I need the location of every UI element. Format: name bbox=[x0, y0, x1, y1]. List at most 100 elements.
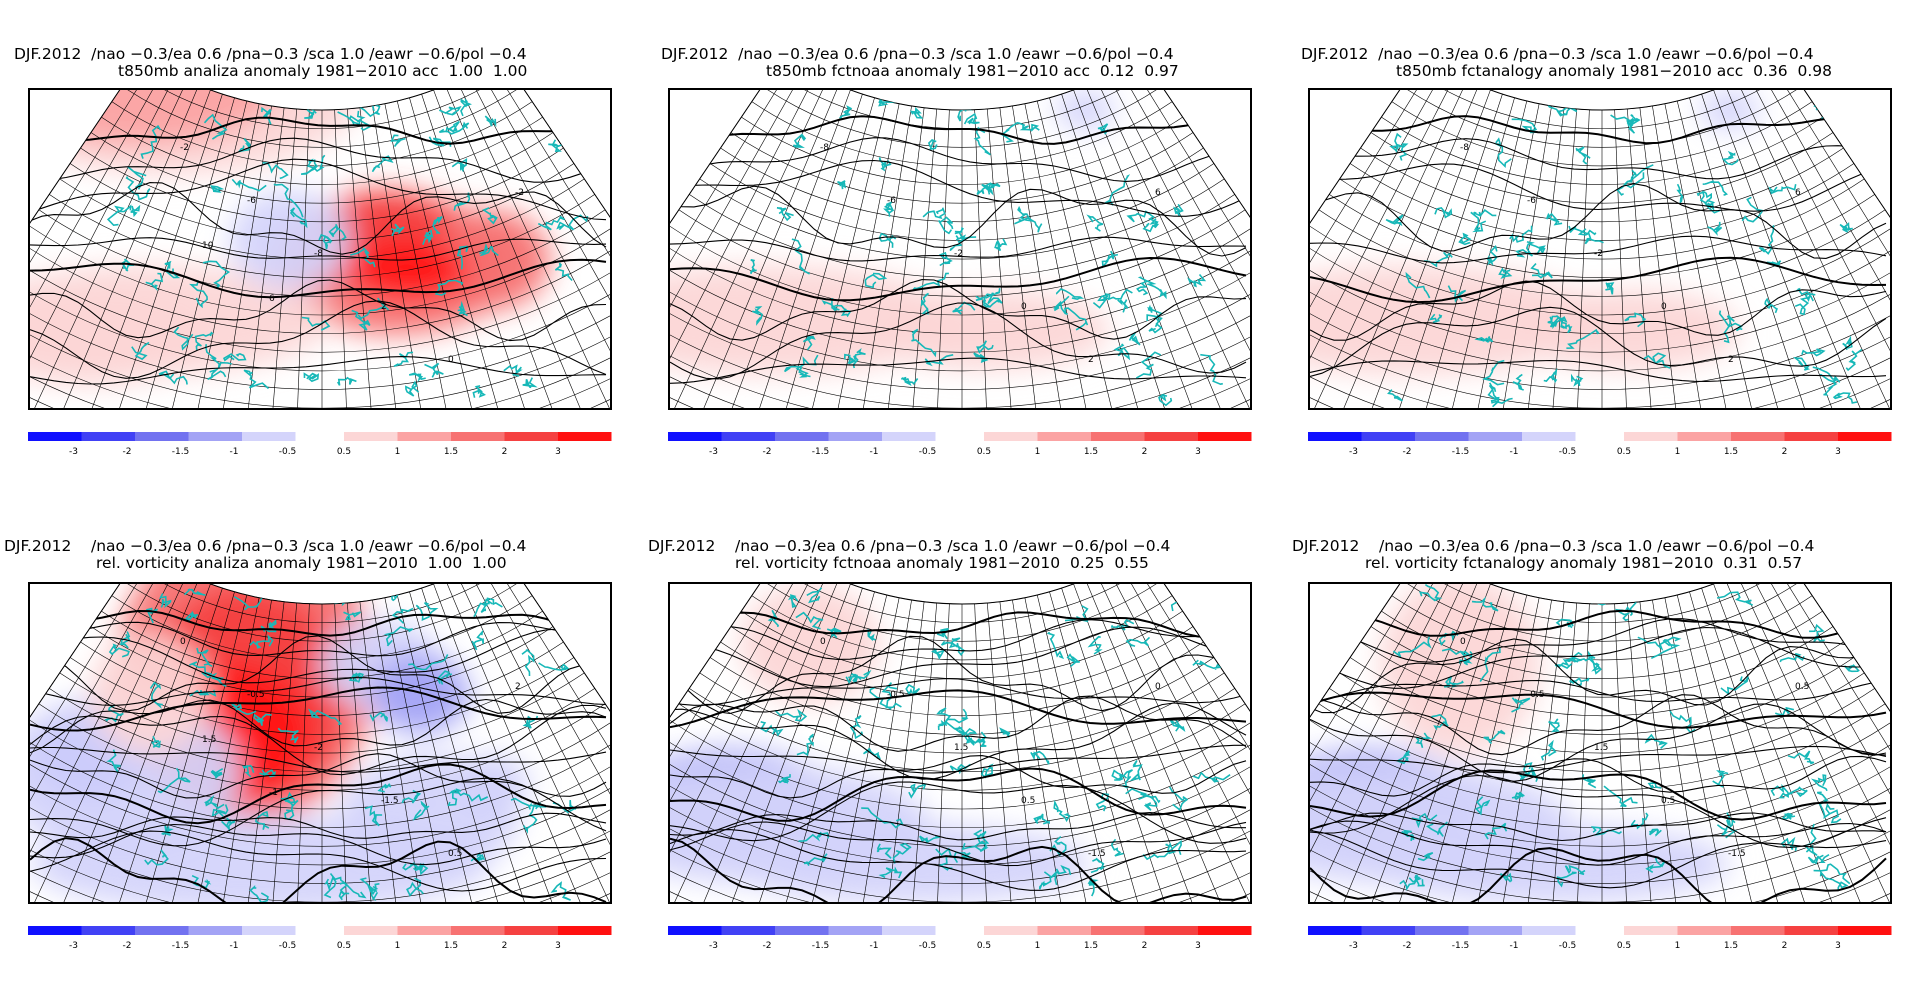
colorbar-swatch-pos bbox=[1838, 926, 1892, 935]
colorbar-swatch-pos bbox=[1198, 926, 1252, 935]
colorbar-label: 3 bbox=[1195, 447, 1201, 457]
contour-label: 2 bbox=[515, 682, 521, 692]
colorbar-label: 1 bbox=[1675, 941, 1681, 951]
panel-title-line1: DJF.2012 /nao −0.3/ea 0.6 /pna−0.3 /sca … bbox=[648, 537, 1171, 555]
colorbar-swatch-neg bbox=[828, 432, 882, 441]
colorbar-svg: -3 -2 -1.5 -1 -0.5 0.5 1 1.5 2 3 bbox=[28, 926, 612, 951]
contour-label: -8 bbox=[1460, 143, 1469, 153]
colorbar-swatch-pos bbox=[1677, 432, 1731, 441]
contour-label: 0.5 bbox=[1661, 796, 1675, 806]
panel-title-line2: rel. vorticity analiza anomaly 1981−2010… bbox=[96, 554, 507, 572]
anomaly-shading bbox=[30, 90, 550, 385]
map-svg: -2 -6 -8 2 0 -2 10 6 bbox=[30, 90, 610, 408]
contour-label: 0 bbox=[448, 355, 454, 365]
colorbar-label: -3 bbox=[69, 447, 78, 457]
colorbar-swatch-neg bbox=[882, 432, 936, 441]
colorbar-label: -1.5 bbox=[1452, 447, 1470, 457]
colorbar: -3 -2 -1.5 -1 -0.5 0.5 1 1.5 2 3 bbox=[28, 432, 612, 462]
contour-label: -1.5 bbox=[1728, 849, 1746, 859]
colorbar-swatch-neg bbox=[1308, 432, 1362, 441]
contour-line bbox=[30, 777, 607, 847]
colorbar-label: -3 bbox=[709, 447, 718, 457]
colorbar-label: -1 bbox=[1510, 941, 1519, 951]
panel-title-line2: t850mb fctanalogy anomaly 1981−2010 acc … bbox=[1396, 62, 1833, 80]
contour-line bbox=[30, 137, 607, 183]
map-plot-area: -8 -6 -2 0 2 6 bbox=[668, 88, 1252, 410]
contour-line bbox=[670, 279, 1247, 341]
colorbar-label: 3 bbox=[1835, 447, 1841, 457]
coastlines bbox=[104, 586, 577, 902]
colorbar-swatch-neg bbox=[1468, 926, 1522, 935]
positive-anomaly bbox=[670, 265, 960, 375]
colorbar-label: -3 bbox=[709, 941, 718, 951]
colorbar-label: 1.5 bbox=[1084, 941, 1098, 951]
colorbar-label: -2 bbox=[123, 941, 132, 951]
contour-line bbox=[670, 626, 1247, 688]
colorbar-label: -2 bbox=[1403, 447, 1412, 457]
colorbar-label: -3 bbox=[69, 941, 78, 951]
colorbar-label: 2 bbox=[1142, 447, 1148, 457]
colorbar-label: -2 bbox=[1403, 941, 1412, 951]
colorbar-swatch-pos bbox=[1731, 432, 1785, 441]
contour-label: 0 bbox=[1460, 637, 1466, 647]
contour-label: 1.5 bbox=[954, 743, 968, 753]
contour-line bbox=[670, 689, 1247, 729]
contour-line bbox=[1310, 359, 1887, 382]
contour-line bbox=[670, 678, 1247, 706]
colorbar-swatch-neg bbox=[721, 926, 775, 935]
colorbar-swatch-neg bbox=[775, 432, 829, 441]
contour-label: -6 bbox=[1527, 196, 1536, 206]
colorbar-swatch-pos bbox=[984, 432, 1038, 441]
contour-label: -0.5 bbox=[1527, 690, 1545, 700]
contour-line bbox=[1310, 830, 1887, 889]
contour-line bbox=[1310, 183, 1887, 259]
negative-anomaly bbox=[370, 654, 470, 734]
contour-label: 2 bbox=[1088, 355, 1094, 365]
contour-line bbox=[1310, 694, 1887, 756]
colorbar-label: 0.5 bbox=[1617, 941, 1631, 951]
coastlines bbox=[1392, 584, 1860, 891]
colorbar-swatch-neg bbox=[1415, 432, 1469, 441]
contour-line bbox=[1310, 812, 1887, 842]
contour-line bbox=[1310, 638, 1887, 714]
contour-line bbox=[1310, 626, 1887, 689]
colorbar-label: 2 bbox=[1142, 941, 1148, 951]
coastlines bbox=[106, 90, 599, 398]
colorbar-swatch-neg bbox=[1522, 432, 1576, 441]
contour-line bbox=[30, 182, 607, 255]
colorbar-label: 1 bbox=[1035, 447, 1041, 457]
contours bbox=[1310, 115, 1887, 382]
contour-line bbox=[30, 356, 607, 385]
colorbar-label: 1.5 bbox=[444, 941, 458, 951]
contour-line bbox=[30, 746, 607, 773]
contour-label: 0.5 bbox=[1795, 682, 1809, 692]
map-svg: -8 -6 -2 0 2 6 bbox=[670, 90, 1250, 408]
positive-anomaly bbox=[1380, 584, 1540, 754]
colorbar-label: 3 bbox=[1195, 941, 1201, 951]
contour-line bbox=[670, 811, 1246, 841]
colorbar-label: 1.5 bbox=[1084, 447, 1098, 457]
map-plot-area: 0 -0.5 -2 -1.5 0.5 2 1.5 -1 bbox=[28, 582, 612, 904]
colorbar-label: 2 bbox=[1782, 941, 1788, 951]
contour-line bbox=[30, 698, 607, 754]
colorbar-swatch-neg bbox=[775, 926, 829, 935]
contour-line bbox=[1310, 774, 1887, 848]
contour-label: 2 bbox=[381, 302, 387, 312]
contour-label: -2 bbox=[515, 188, 524, 198]
colorbar-swatch-pos bbox=[1784, 926, 1838, 935]
contour-line bbox=[670, 256, 1247, 302]
map-plot-area: -8 -6 -2 0 2 6 bbox=[1308, 88, 1892, 410]
contour-line bbox=[30, 116, 607, 145]
contour-line bbox=[1310, 256, 1887, 304]
colorbar-label: -1 bbox=[870, 941, 879, 951]
colorbar-label: -1.5 bbox=[812, 447, 830, 457]
contour-label: -8 bbox=[314, 249, 323, 259]
colorbar-svg: -3 -2 -1.5 -1 -0.5 0.5 1 1.5 2 3 bbox=[28, 432, 612, 457]
contour-line bbox=[30, 628, 607, 684]
map-plot-area: 0 -0.5 1.5 0.5 -1.5 0 bbox=[668, 582, 1252, 904]
colorbar-swatch-pos bbox=[1091, 926, 1145, 935]
panel-title-line1: DJF.2012 /nao −0.3/ea 0.6 /pna−0.3 /sca … bbox=[1292, 537, 1815, 555]
colorbar-label: -0.5 bbox=[279, 447, 297, 457]
contour-line bbox=[30, 677, 607, 706]
colorbar-label: 3 bbox=[555, 941, 561, 951]
